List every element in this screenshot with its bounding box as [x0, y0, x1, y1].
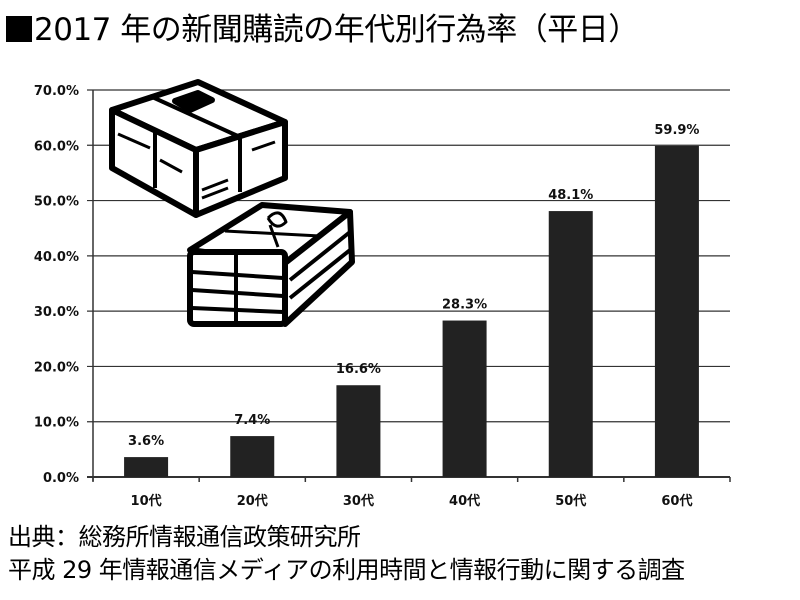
title-square-icon [6, 16, 32, 42]
y-tick-label: 70.0% [34, 84, 79, 99]
source-line-2: 平成 29 年情報通信メディアの利用時間と情報行動に関する調査 [8, 556, 685, 584]
bar-50代 [548, 211, 593, 477]
x-tick-label: 20代 [237, 493, 268, 509]
bar-10代 [124, 457, 169, 477]
y-tick-label: 50.0% [34, 195, 79, 210]
y-axis-ticks: 0.0% 10.0% 20.0% 30.0% 40.0% 50.0% 60.0% 70.0% [34, 84, 79, 486]
data-label: 59.9% [654, 123, 699, 138]
bar-30代 [336, 385, 381, 477]
chart-title: 2017 年の新聞購読の年代別行為率（平日） [6, 4, 639, 49]
x-tick-label: 60代 [661, 493, 692, 509]
newspaper-bundle-illustration [109, 79, 355, 327]
y-tick-label: 40.0% [34, 250, 79, 265]
x-tick-label: 50代 [555, 493, 586, 509]
data-label: 28.3% [442, 298, 487, 313]
title-text: 2017 年の新聞購読の年代別行為率（平日） [34, 12, 639, 48]
source-line-1: 出典：総務所情報通信政策研究所 [8, 523, 361, 551]
bars [124, 145, 699, 478]
newspaper-bundle-icon [109, 79, 288, 218]
bar-20代 [230, 436, 275, 477]
data-labels: 3.6% 7.4% 16.6% 28.3% 48.1% 59.9% [128, 123, 699, 449]
data-label: 3.6% [128, 434, 164, 449]
y-tick-label: 60.0% [34, 139, 79, 154]
x-tick-label: 30代 [343, 493, 374, 509]
bar-60代 [654, 145, 699, 478]
bar-chart: 3.6% 7.4% 16.6% 28.3% 48.1% 59.9% 0.0% 10.0% 20… [34, 79, 731, 509]
newspaper-stack-icon [187, 202, 355, 327]
x-axis-ticks: 10代 20代 30代 40代 50代 60代 [92, 477, 731, 509]
x-tick-label: 40代 [449, 493, 480, 509]
y-tick-label: 30.0% [34, 305, 79, 320]
data-label: 16.6% [336, 362, 381, 377]
y-tick-label: 20.0% [34, 360, 79, 375]
y-tick-label: 10.0% [34, 416, 79, 431]
y-tick-label: 0.0% [43, 471, 79, 486]
data-label: 7.4% [234, 413, 270, 428]
bar-40代 [442, 320, 487, 477]
data-label: 48.1% [548, 188, 593, 203]
x-tick-label: 10代 [131, 493, 162, 509]
